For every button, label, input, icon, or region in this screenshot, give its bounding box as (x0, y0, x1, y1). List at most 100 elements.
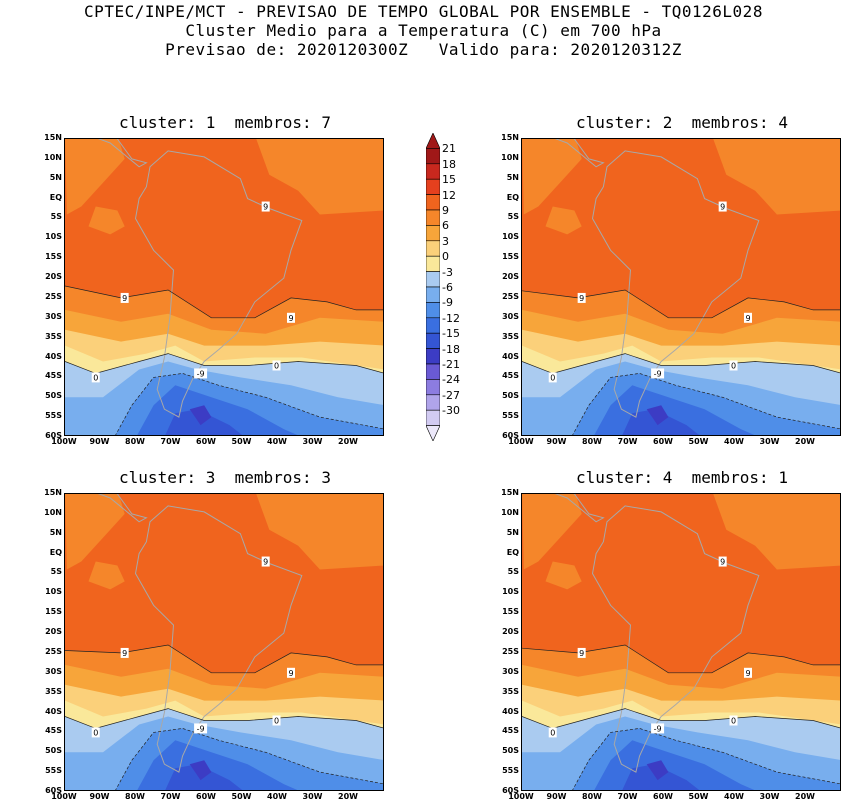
contour-label-m9: -9 (651, 368, 665, 379)
colorbar-tick-label: -12 (442, 311, 460, 325)
lat-tick-label: 5S (507, 212, 519, 222)
band-9-north-east (256, 139, 383, 215)
lat-tick-label: 5N (49, 172, 62, 182)
colorbar-tick-label: -9 (442, 296, 453, 310)
lon-tick-label: 100W (508, 437, 534, 446)
temperature-map: 9 9 9 0 0 -9 (522, 494, 840, 790)
lon-tick-label: 100W (508, 792, 534, 801)
map-panel-cluster-3: 9 9 9 0 0 -9 (64, 493, 384, 791)
contour-label-9: 9 (718, 556, 727, 567)
colorbar-swatch (425, 178, 441, 195)
band-9-north-east (713, 494, 840, 570)
lon-tick-label: 60W (196, 792, 216, 801)
svg-text:9: 9 (263, 558, 268, 567)
lat-tick-label: EQ (49, 547, 62, 557)
svg-text:0: 0 (731, 361, 736, 370)
lon-tick-label: 50W (688, 437, 709, 446)
contour-label-9: 9 (743, 667, 752, 678)
svg-text:0: 0 (93, 373, 98, 382)
svg-text:9: 9 (288, 669, 293, 678)
contour-9 (65, 285, 383, 319)
temperature-map: 9 9 9 0 0 -9 (65, 139, 383, 435)
contour-label-9: 9 (577, 647, 586, 658)
temperature-map: 9 9 9 0 0 -9 (522, 139, 840, 435)
lat-tick-label: 15N (44, 133, 62, 142)
lat-tick-label: 10N (44, 152, 62, 162)
colorbar-swatch (425, 379, 441, 396)
colorbar-tick-label: -21 (442, 358, 460, 371)
band-9-north-west (522, 139, 582, 215)
colorbar-tick-label: -30 (442, 404, 460, 418)
lat-tick-label: 10S (45, 232, 62, 242)
colorbar-tick-label: 18 (442, 157, 456, 171)
contour-label-9: 9 (120, 647, 129, 658)
lat-tick-label: 60S (502, 786, 519, 795)
band-m18 (189, 760, 212, 781)
contour-label-0: 0 (272, 360, 281, 371)
svg-text:0: 0 (550, 728, 555, 737)
colorbar-tick-label: -15 (442, 327, 460, 341)
colorbar-swatch (425, 194, 441, 211)
lon-tick-label: 20W (338, 792, 358, 801)
band-m18 (646, 760, 669, 781)
lat-tick-label: 50S (502, 746, 519, 756)
lat-tick-label: 45S (45, 726, 62, 736)
lon-tick-label: 30W (302, 792, 323, 801)
lon-tick-label: 80W (582, 792, 602, 801)
lon-tick-label: 70W (160, 437, 181, 446)
map-panel-cluster-2: 9 9 9 0 0 -9 (521, 138, 841, 436)
contour-label-0: 0 (729, 715, 738, 726)
temperature-map: 9 9 9 0 0 -9 (65, 494, 383, 790)
main-title: CPTEC/INPE/MCT - PREVISAO DE TEMPO GLOBA… (84, 2, 763, 21)
lat-tick-label: 60S (502, 431, 519, 440)
lat-tick-label: 40S (45, 351, 62, 361)
lon-tick-label: 80W (582, 437, 602, 446)
lat-tick-label: 5S (50, 212, 62, 222)
lat-tick-label: 35S (502, 686, 519, 696)
contour-label-9: 9 (286, 667, 295, 678)
contour-label-0: 0 (272, 715, 281, 726)
colorbar-swatch (425, 163, 441, 180)
lat-tick-label: 10N (501, 152, 519, 162)
contour-label-m9: -9 (194, 368, 208, 379)
contour-label-0: 0 (729, 360, 738, 371)
colorbar-swatch (425, 317, 441, 334)
lat-tick-label: 10N (44, 507, 62, 517)
lat-tick-label: 5N (49, 527, 62, 537)
colorbar-tick-label: 21 (442, 142, 456, 156)
svg-text:0: 0 (550, 373, 555, 382)
svg-text:9: 9 (720, 203, 725, 212)
colorbar-tick-label: -27 (442, 388, 460, 402)
colorbar-bottom-arrow (425, 425, 441, 442)
band-9-patch (88, 206, 125, 235)
contour-label-9: 9 (286, 312, 295, 323)
contour-label-0: 0 (91, 372, 100, 383)
svg-text:-9: -9 (654, 369, 662, 378)
lon-tick-label: 100W (51, 437, 77, 446)
contour-label-9: 9 (261, 201, 270, 212)
colorbar-tick-label: -18 (442, 342, 460, 356)
lat-tick-label: 30S (502, 311, 519, 321)
colorbar-swatch (425, 225, 441, 242)
lat-tick-label: 15S (502, 252, 519, 262)
lon-tick-label: 40W (267, 437, 287, 446)
central-america-outline (554, 139, 605, 168)
colorbar-tick-label: 3 (442, 234, 449, 248)
contour-label-0: 0 (91, 727, 100, 738)
colorbar-tick-label: 12 (442, 188, 456, 202)
lat-tick-label: 60S (45, 786, 62, 795)
svg-text:0: 0 (93, 728, 98, 737)
lat-tick-label: 25S (502, 291, 519, 301)
contour-0 (522, 708, 840, 729)
svg-text:9: 9 (579, 294, 584, 303)
lat-tick-label: 40S (502, 706, 519, 716)
lon-tick-label: 50W (231, 437, 252, 446)
lat-tick-label: 50S (502, 391, 519, 401)
lat-tick-label: 55S (502, 766, 519, 776)
lat-tick-label: 15S (45, 607, 62, 617)
colorbar-swatch (425, 286, 441, 303)
contour-m9 (572, 373, 840, 435)
svg-text:9: 9 (288, 314, 293, 323)
lat-tick-label: 10S (502, 232, 519, 242)
contour-label-0: 0 (548, 372, 557, 383)
